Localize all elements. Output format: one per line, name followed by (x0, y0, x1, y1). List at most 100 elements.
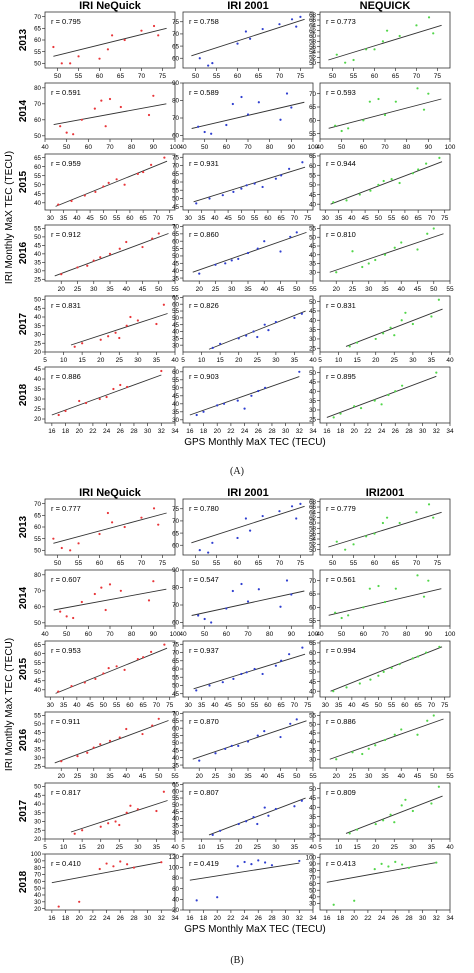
data-point (415, 24, 418, 27)
x-tick-label: 20 (235, 844, 243, 851)
y-tick-label: 58 (309, 526, 316, 533)
y-tick-label: 55 (309, 659, 316, 666)
data-point (140, 29, 143, 32)
y-tick-label: 55 (309, 226, 316, 233)
correlation-label: r = 0.593 (326, 88, 356, 97)
data-point (250, 394, 253, 397)
correlation-label: r = 0.561 (326, 575, 356, 584)
x-tick-label: 35 (244, 286, 252, 293)
row-label-year: 2016 (18, 728, 29, 751)
data-point (98, 532, 101, 536)
x-tick-label: 70 (428, 702, 436, 709)
data-point (86, 751, 89, 754)
x-tick-label: 70 (138, 560, 146, 567)
x-tick-label: 75 (434, 73, 442, 80)
x-tick-label: 5 (181, 844, 185, 851)
x-tick-label: 60 (264, 215, 272, 222)
x-tick-label: 35 (335, 215, 343, 222)
data-point (230, 259, 233, 262)
data-point (236, 536, 239, 540)
data-point (298, 370, 301, 373)
x-tick-label: 30 (365, 773, 373, 780)
data-point (368, 587, 371, 590)
data-point (411, 657, 414, 660)
y-tick-label: 66 (309, 17, 316, 24)
y-tick-label: 30 (34, 332, 41, 339)
data-point (110, 34, 114, 37)
data-point (256, 247, 259, 250)
regression-line (326, 375, 437, 418)
x-tick-label: 90 (150, 631, 158, 638)
x-tick-label: 40 (348, 702, 356, 709)
data-point (382, 179, 385, 183)
data-point (198, 549, 201, 552)
correlation-label: r = 0.779 (326, 504, 356, 513)
data-point (393, 246, 396, 249)
y-tick-label: 55 (34, 226, 41, 233)
data-point (210, 621, 213, 624)
correlation-label: r = 0.870 (189, 717, 219, 726)
y-tick-label: 50 (34, 234, 41, 241)
data-point (246, 740, 250, 743)
data-point (57, 413, 60, 417)
data-point (401, 863, 404, 866)
data-point (352, 543, 355, 546)
x-tick-label: 32 (296, 428, 304, 435)
data-point (152, 580, 155, 583)
y-tick-label: 60 (172, 620, 179, 627)
data-point (293, 805, 296, 808)
data-point (160, 861, 163, 864)
y-tick-label: 60 (34, 117, 41, 124)
x-tick-label: 30 (90, 286, 98, 293)
x-tick-label: 22 (227, 915, 235, 922)
subplot: 60 70 80 90 40 50 60 70 80 90 100 r = 0.547 (172, 567, 319, 638)
y-tick-label: 56 (309, 44, 316, 51)
data-point (398, 34, 401, 38)
data-point (237, 822, 240, 826)
plot-frame (182, 782, 314, 840)
correlation-label: r = 0.795 (51, 17, 81, 26)
data-point (77, 542, 80, 545)
data-point (356, 341, 359, 344)
y-tick-label: 60 (172, 133, 179, 140)
x-tick-label: 70 (428, 215, 436, 222)
data-point (157, 232, 160, 235)
x-tick-label: 20 (97, 844, 105, 851)
data-point (60, 760, 63, 763)
y-tick-label: 50 (309, 721, 316, 728)
regression-line (191, 590, 305, 616)
y-tick-label: 45 (34, 792, 41, 799)
data-point (432, 714, 435, 717)
data-point (382, 819, 385, 822)
y-tick-label: 45 (309, 795, 316, 802)
y-tick-label: 100 (306, 854, 317, 861)
x-tick-label: 45 (277, 286, 285, 293)
data-point (393, 821, 396, 824)
data-point (151, 724, 154, 727)
data-point (69, 549, 72, 552)
x-tick-label: 20 (372, 844, 380, 851)
y-tick-label: 55 (309, 713, 316, 720)
y-tick-label: 25 (309, 345, 316, 352)
data-point (369, 678, 372, 681)
y-tick-label: 60 (172, 666, 179, 673)
regression-line (55, 160, 168, 207)
y-tick-label: 75 (172, 19, 179, 26)
data-point (279, 735, 282, 739)
y-tick-label: 45 (309, 308, 316, 315)
x-tick-label: 40 (309, 357, 317, 364)
y-tick-label: 120 (169, 854, 180, 861)
y-tick-label: 70 (34, 872, 41, 879)
correlation-label: r = 0.591 (51, 88, 81, 97)
data-point (295, 25, 298, 28)
y-tick-label: 30 (34, 755, 41, 762)
data-point (60, 546, 63, 550)
y-tick-label: 40 (172, 755, 179, 762)
correlation-label: r = 0.937 (189, 646, 219, 655)
x-tick-label: 45 (361, 702, 369, 709)
data-point (427, 16, 431, 19)
y-tick-label: 30 (34, 899, 41, 906)
data-point (385, 516, 389, 519)
y-tick-label: 55 (172, 308, 179, 315)
